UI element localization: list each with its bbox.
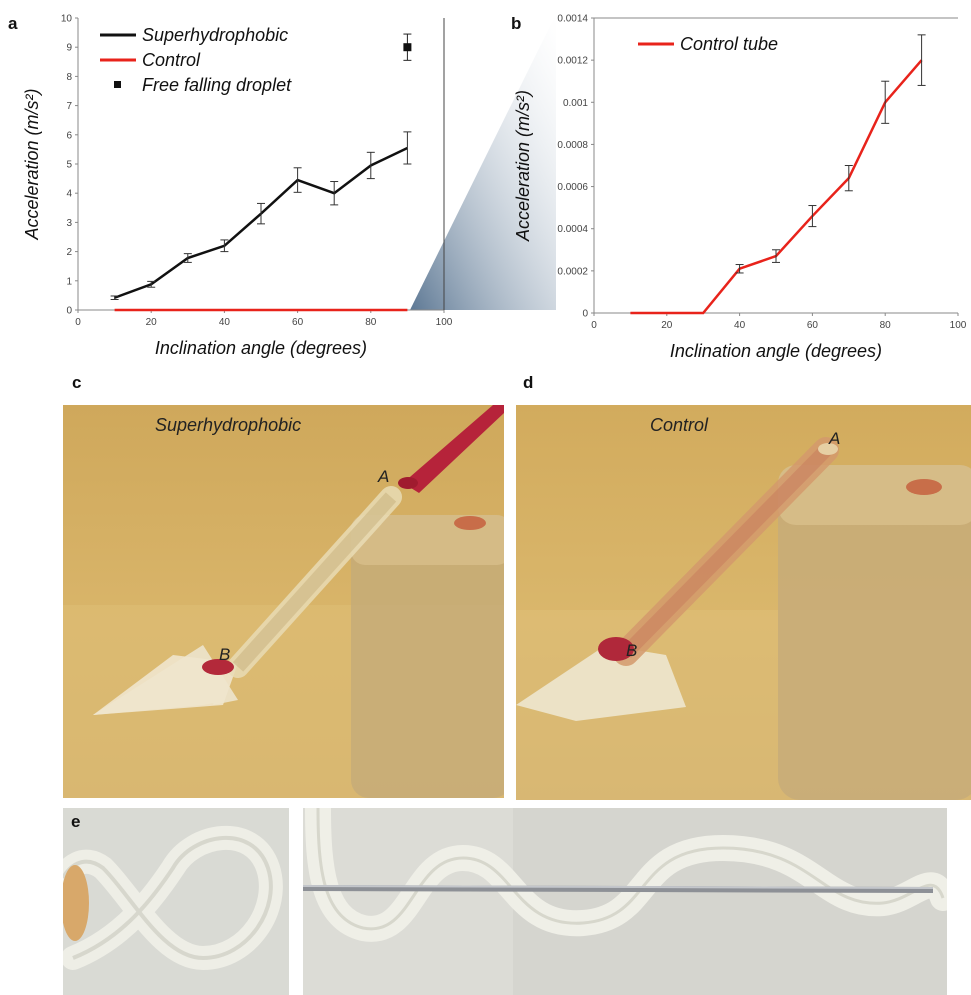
x-tick-label: 80: [880, 320, 892, 331]
point-label-a: A: [378, 467, 390, 486]
y-tick-label: 0.0014: [557, 14, 588, 25]
photo-caption-superhydrophobic: Superhydrophobic: [155, 415, 302, 435]
x-tick-label: 20: [146, 317, 158, 328]
x-axis-title: Inclination angle (degrees): [155, 338, 367, 358]
y-tick-label: 0: [66, 306, 72, 317]
x-tick-label: 60: [292, 317, 304, 328]
series-line: [630, 59, 923, 315]
x-tick-label: 100: [950, 320, 967, 331]
point-label-b: B: [219, 645, 231, 664]
y-tick-label: 0.0008: [557, 140, 588, 151]
y-tick-label: 8: [66, 72, 72, 83]
legend-label: Superhydrophobic: [142, 25, 288, 45]
y-tick-label: 0.001: [563, 98, 588, 109]
y-tick-label: 0.0002: [557, 266, 588, 277]
y-tick-label: 4: [66, 189, 72, 200]
panel-letter-b: b: [511, 14, 522, 33]
panel-letter-e: e: [71, 812, 81, 831]
y-tick-label: 0.0012: [557, 56, 588, 67]
x-tick-label: 40: [734, 320, 746, 331]
photo-caption-control: Control: [650, 415, 709, 435]
photo-superhydrophobic-tube: Superhydrophobic A B: [63, 405, 504, 798]
y-tick-label: 9: [66, 43, 72, 54]
y-tick-label: 0: [582, 309, 588, 320]
x-tick-label: 0: [591, 320, 597, 331]
photo-loop-drawing: [63, 808, 289, 995]
point-label-a: A: [829, 429, 841, 448]
x-tick-label: 20: [661, 320, 673, 331]
y-tick-label: 10: [61, 14, 73, 25]
x-axis-title: Inclination angle (degrees): [670, 341, 882, 361]
panel-letter-a: a: [8, 14, 18, 33]
y-tick-label: 0.0006: [557, 182, 588, 193]
legend-label: Free falling droplet: [142, 75, 292, 95]
photo-superhydrophobic-drawing: [63, 405, 504, 798]
legend-label: Control tube: [680, 34, 778, 54]
photo-control-drawing: [516, 405, 971, 800]
y-axis-title: Acceleration (m/s²): [513, 90, 533, 242]
panel-letter-d: d: [523, 373, 534, 392]
y-tick-label: 2: [66, 247, 72, 258]
y-tick-label: 3: [66, 218, 72, 229]
point-label-b: B: [626, 641, 638, 660]
photo-control-tube: Control A B: [516, 405, 971, 800]
x-tick-label: 100: [436, 317, 453, 328]
chart-superhydrophobic-acceleration: 0 20 40 60 80 100 0 1 2 3 4 5 6 7 8 9 10 Inclination angl…: [22, 14, 453, 359]
legend-swatch: [114, 81, 121, 88]
x-tick-label: 60: [807, 320, 819, 331]
y-tick-label: 1: [66, 276, 72, 287]
chart-control-tube-acceleration: 0 20 40 60 80 100 0 0.0002 0.0004 0.0006 0.0008 0.0…: [513, 14, 967, 362]
x-tick-label: 40: [219, 317, 231, 328]
y-tick-label: 5: [66, 160, 72, 171]
data-point-square: [403, 43, 412, 52]
y-axis-title: Acceleration (m/s²): [22, 88, 42, 240]
x-tick-label: 80: [365, 317, 377, 328]
y-tick-label: 6: [66, 130, 72, 141]
x-tick-label: 0: [75, 317, 81, 328]
photo-wrapped-rod-drawing: [303, 808, 947, 995]
zoom-connector: [410, 14, 556, 310]
y-tick-label: 7: [66, 101, 72, 112]
photo-tube-wrapped-rod: [303, 808, 947, 995]
y-tick-label: 0.0004: [557, 224, 588, 235]
photo-flexible-tube-loop: e: [63, 808, 289, 995]
panel-letter-c: c: [72, 373, 82, 392]
legend-label: Control: [142, 50, 201, 70]
